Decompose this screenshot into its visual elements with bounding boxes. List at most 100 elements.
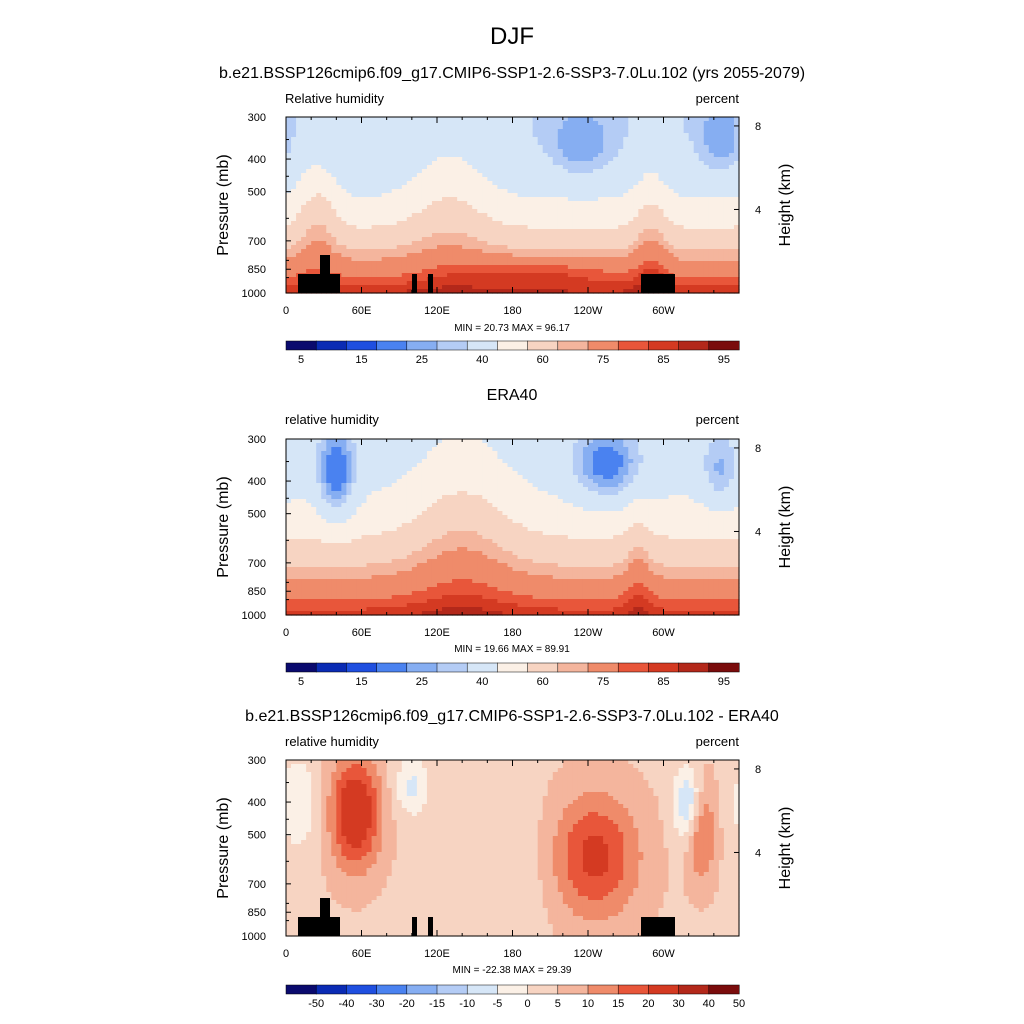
y-tick-label: 850 — [248, 586, 266, 598]
stats-label: MIN = 20.73 MAX = 96.17 — [454, 323, 570, 334]
colorbar: 5 15 25 40 60 75 85 95 — [285, 662, 740, 688]
colorbar-swatch — [497, 984, 529, 995]
y-tick-label: 850 — [248, 907, 266, 919]
colorbar-swatch — [708, 662, 740, 673]
x-tick-label: 60W — [652, 627, 675, 639]
colorbar-label: 75 — [597, 354, 609, 366]
colorbar-label: 25 — [416, 676, 428, 688]
x-tick-label: 60W — [652, 948, 675, 960]
colorbar-label: 15 — [355, 676, 367, 688]
colorbar-label: -50 — [308, 998, 324, 1010]
y-tick-label: 300 — [248, 434, 266, 446]
x-tick-label: 180 — [503, 948, 521, 960]
colorbar-swatch — [406, 662, 438, 673]
y-tick-label: 500 — [248, 509, 266, 521]
stats-label: MIN = 19.66 MAX = 89.91 — [454, 644, 570, 655]
colorbar-label: 30 — [672, 998, 684, 1010]
colorbar-label: 5 — [555, 998, 561, 1010]
colorbar-label: 40 — [476, 676, 488, 688]
x-tick-label: 180 — [503, 627, 521, 639]
colorbar-swatch — [406, 984, 438, 995]
x-tick-label: 120W — [574, 627, 603, 639]
x-tick-label: 120W — [574, 948, 603, 960]
x-tick-label: 0 — [283, 627, 289, 639]
contour-field — [286, 760, 740, 937]
colorbar-label: 15 — [612, 998, 624, 1010]
left-label: relative humidity — [285, 412, 379, 427]
colorbar-label: 40 — [703, 998, 715, 1010]
y-tick-label: 300 — [248, 755, 266, 767]
colorbar: -50 -40 -30 -20 -15 -10 -5 0 5 10 15 20 30 40 50 — [285, 984, 745, 1010]
colorbar-swatch — [708, 340, 740, 351]
colorbar-swatch — [678, 984, 710, 995]
colorbar-swatch — [648, 984, 680, 995]
main-title: DJF — [490, 23, 534, 50]
colorbar-swatch — [557, 984, 589, 995]
height-tick-label: 4 — [755, 847, 761, 859]
panel-title: ERA40 — [487, 387, 538, 404]
y-tick-label: 700 — [248, 558, 266, 570]
colorbar-swatch — [436, 662, 468, 673]
y-tick-label: 500 — [248, 830, 266, 842]
stats-label: MIN = -22.38 MAX = 29.39 — [453, 965, 572, 976]
panel-era40: ERA40 relative humidity percent MIN = 19… — [215, 387, 794, 688]
colorbar-label: 60 — [537, 676, 549, 688]
colorbar: 5 15 25 40 60 75 85 95 — [285, 340, 740, 366]
x-tick-label: 120E — [424, 948, 450, 960]
colorbar-swatch — [376, 340, 408, 351]
colorbar-label: -10 — [459, 998, 475, 1010]
colorbar-swatch — [346, 340, 378, 351]
colorbar-label: 15 — [355, 354, 367, 366]
colorbar-label: 5 — [298, 676, 304, 688]
colorbar-swatch — [648, 662, 680, 673]
y-tick-label: 1000 — [242, 288, 266, 300]
colorbar-swatch — [285, 984, 317, 995]
y-tick-label: 400 — [248, 476, 266, 488]
y-axis-label: Pressure (mb) — [215, 797, 232, 898]
y-tick-label: 1000 — [242, 931, 266, 943]
x-tick-label: 0 — [283, 948, 289, 960]
colorbar-swatch — [708, 984, 740, 995]
height-tick-label: 8 — [755, 764, 761, 776]
units-label: percent — [696, 91, 740, 106]
colorbar-swatch — [315, 984, 347, 995]
topography-block — [298, 917, 340, 936]
x-tick-label: 0 — [283, 305, 289, 317]
right-axis-label: Height (km) — [777, 807, 794, 890]
colorbar-label: 5 — [298, 354, 304, 366]
colorbar-label: 50 — [733, 998, 745, 1010]
colorbar-swatch — [527, 662, 559, 673]
colorbar-swatch — [466, 984, 498, 995]
units-label: percent — [696, 412, 740, 427]
contour-field — [286, 439, 740, 616]
colorbar-label: 40 — [476, 354, 488, 366]
panel-model: b.e21.BSSP126cmip6.f09_g17.CMIP6-SSP1-2.… — [215, 65, 805, 366]
topography-block — [298, 274, 340, 293]
colorbar-label: -20 — [399, 998, 415, 1010]
topography — [298, 255, 675, 293]
colorbar-swatch — [497, 662, 529, 673]
topography-block — [428, 917, 433, 936]
colorbar-swatch — [678, 340, 710, 351]
colorbar-label: 95 — [718, 354, 730, 366]
left-label: Relative humidity — [285, 91, 384, 106]
colorbar-label: -40 — [338, 998, 354, 1010]
x-tick-label: 120W — [574, 305, 603, 317]
colorbar-swatch — [436, 984, 468, 995]
height-tick-label: 8 — [755, 121, 761, 133]
x-tick-label: 60E — [352, 305, 372, 317]
panel-difference: b.e21.BSSP126cmip6.f09_g17.CMIP6-SSP1-2.… — [215, 708, 794, 1010]
topography-block — [320, 898, 330, 917]
colorbar-swatch — [346, 662, 378, 673]
topography-block — [412, 917, 417, 936]
x-tick-label: 120E — [424, 305, 450, 317]
topography-block — [641, 274, 675, 293]
colorbar-swatch — [466, 340, 498, 351]
colorbar-label: 95 — [718, 676, 730, 688]
colorbar-swatch — [527, 984, 559, 995]
colorbar-label: 75 — [597, 676, 609, 688]
colorbar-swatch — [376, 984, 408, 995]
x-tick-label: 180 — [503, 305, 521, 317]
colorbar-swatch — [285, 662, 317, 673]
colorbar-swatch — [497, 340, 529, 351]
